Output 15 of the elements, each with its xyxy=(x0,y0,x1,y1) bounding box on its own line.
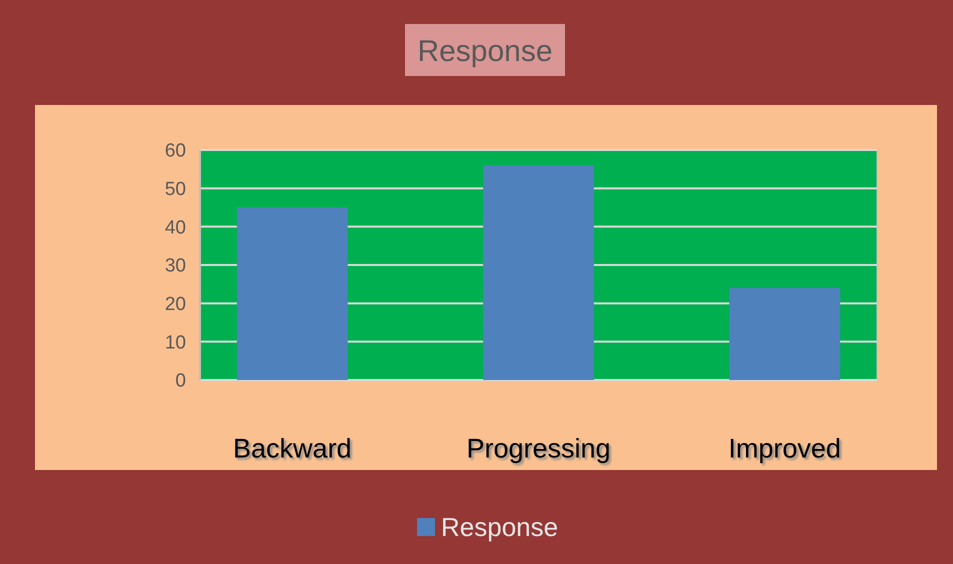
y-tick-label: 10 xyxy=(164,332,186,354)
chart-title: Response xyxy=(417,35,553,68)
y-tick-label: 30 xyxy=(164,256,186,277)
y-tick-label: 60 xyxy=(164,140,186,162)
bar xyxy=(483,165,594,380)
legend-label: Response xyxy=(441,512,558,542)
x-tick-label: Backward xyxy=(233,433,352,464)
bar xyxy=(236,208,348,380)
bar xyxy=(729,288,840,380)
y-tick-label: 50 xyxy=(164,178,186,200)
x-tick-label: Improved xyxy=(728,433,841,464)
y-tick-label: 0 xyxy=(175,370,186,392)
y-tick-label: 40 xyxy=(164,217,186,238)
x-tick-label: Progressing xyxy=(466,433,611,464)
y-tick-label: 20 xyxy=(164,294,186,315)
